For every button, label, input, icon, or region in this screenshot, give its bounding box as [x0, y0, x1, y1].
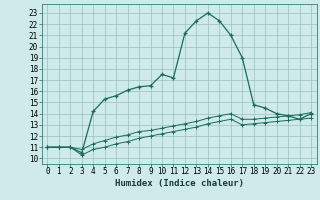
X-axis label: Humidex (Indice chaleur): Humidex (Indice chaleur): [115, 179, 244, 188]
